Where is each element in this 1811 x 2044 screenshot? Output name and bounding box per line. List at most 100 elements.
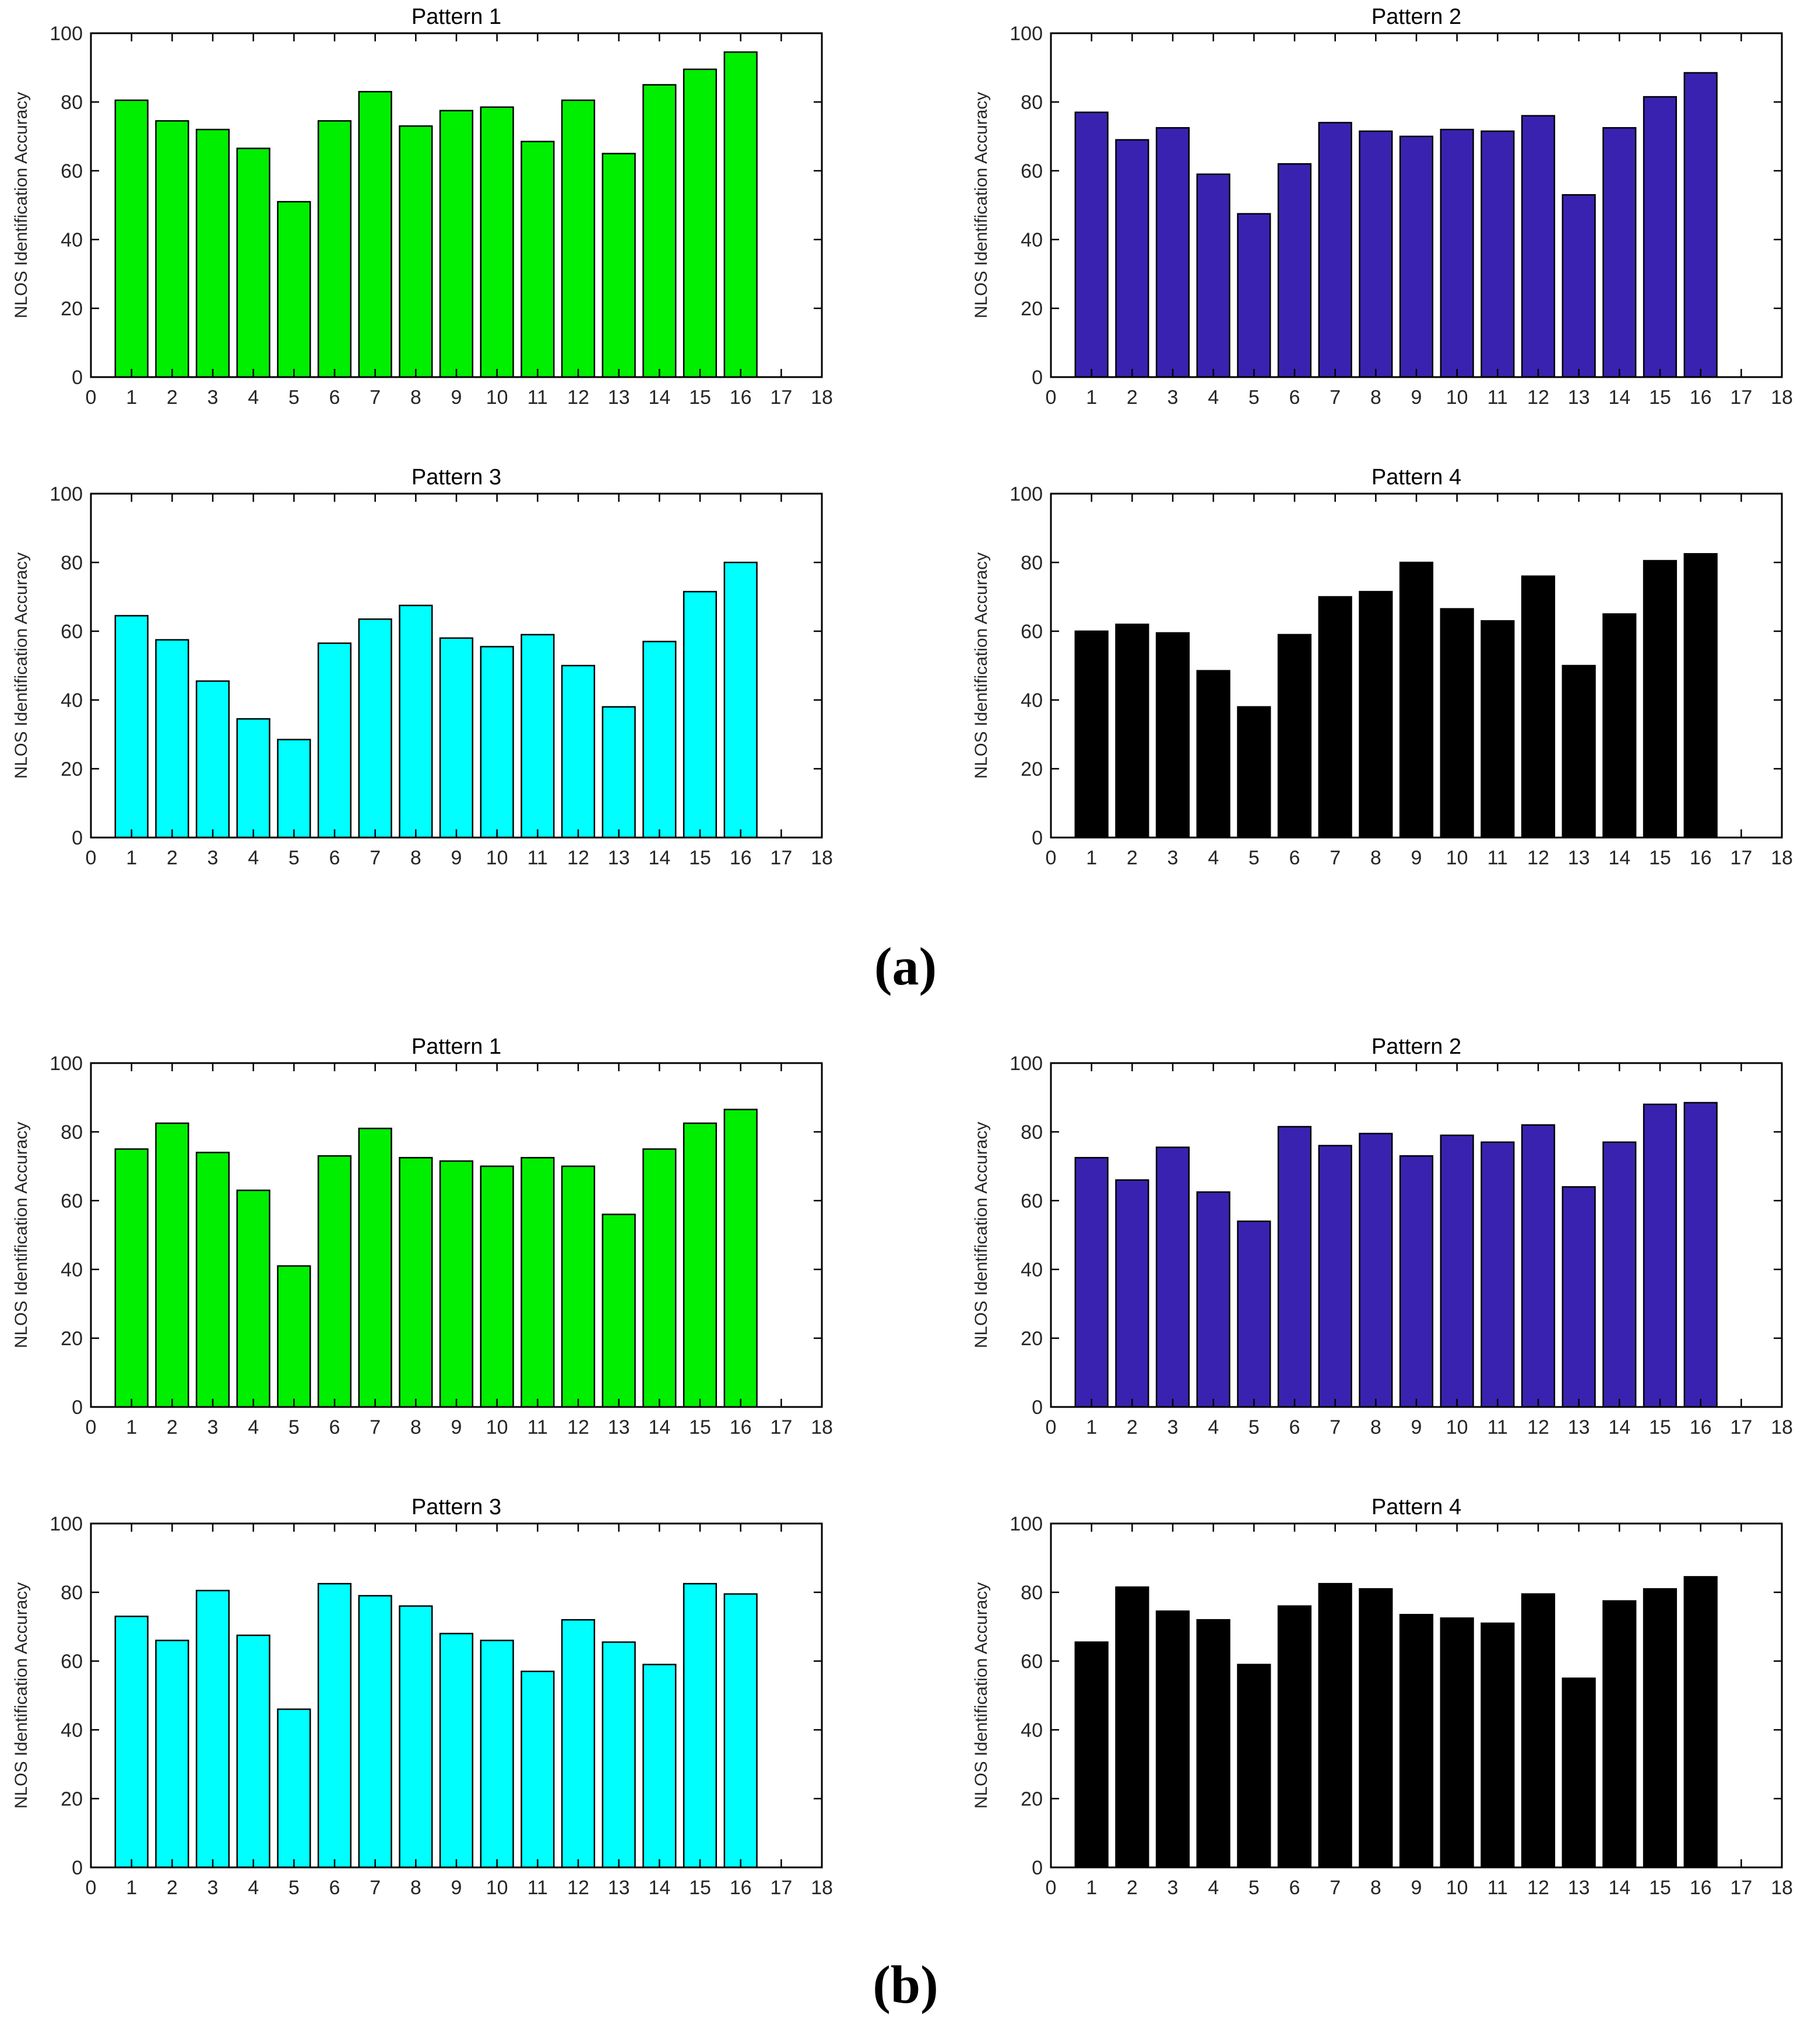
bar [1277,1125,1312,1408]
x-tick-label: 6 [329,847,340,869]
x-tick-label: 0 [86,1416,97,1438]
x-tick-label: 7 [1330,1416,1341,1438]
x-tick-label: 2 [1127,386,1138,409]
x-tick-label: 11 [1488,847,1508,869]
bar [723,51,758,378]
x-tick-label: 5 [1249,1877,1260,1899]
bar [195,128,230,378]
x-tick-label: 14 [1608,1416,1630,1438]
x-tick-label: 14 [1608,386,1630,409]
bar [642,1148,677,1408]
bar [1643,1103,1678,1408]
x-tick-label: 5 [289,1416,300,1438]
x-tick-label: 3 [1168,386,1179,409]
bar [683,1582,718,1869]
x-tick-label: 15 [1649,1877,1671,1899]
x-tick-label: 9 [1411,1877,1422,1899]
y-tick-label: 100 [50,1513,83,1535]
bar [114,1616,149,1869]
x-tick-label: 14 [1608,1877,1630,1899]
x-tick-label: 15 [689,386,711,409]
x-tick-label: 8 [1370,386,1381,409]
x-tick-label: 16 [1690,847,1712,869]
bar [723,561,758,839]
y-tick-label: 60 [1021,1651,1043,1673]
x-tick-label: 8 [1370,1877,1381,1899]
x-tick-label: 13 [608,1877,630,1899]
bar [1683,1102,1718,1408]
bar [399,604,433,839]
bar [155,1122,189,1408]
bar [561,99,596,378]
bar [1155,1610,1190,1869]
bar [561,664,596,839]
bar [1683,553,1718,839]
y-tick-label: 100 [1010,483,1043,505]
bar [1359,1132,1393,1408]
x-tick-label: 7 [370,386,381,409]
bar [236,718,270,839]
x-tick-label: 8 [410,1416,421,1438]
x-tick-label: 13 [608,386,630,409]
x-tick-label: 12 [1527,847,1549,869]
bar [1237,706,1271,839]
bar [277,738,311,839]
x-tick-label: 18 [811,847,832,869]
bar [1562,194,1596,378]
x-tick-label: 10 [1446,1877,1468,1899]
bar [358,618,392,839]
y-tick-label: 40 [61,1259,83,1281]
x-tick-label: 13 [1568,847,1590,869]
bar [1683,72,1718,378]
x-tick-label: 2 [1127,1877,1138,1899]
bar [1440,608,1474,839]
bar [1155,127,1190,378]
x-tick-label: 3 [1168,1416,1179,1438]
y-tick-label: 20 [1021,1328,1043,1350]
x-tick-label: 9 [1411,386,1422,409]
bar-chart-b-pattern-1: Pattern 1 0 1 2 3 4 5 6 7 8 9 10 11 12 13 14 15 16 17 18 0 20… [5,1033,833,1467]
bar [1237,1663,1271,1869]
chart-title: Pattern 1 [412,5,501,29]
bar [1359,1588,1393,1869]
x-tick-label: 1 [1086,1416,1097,1438]
x-tick-label: 12 [1527,1877,1549,1899]
x-tick-label: 8 [1370,1416,1381,1438]
y-tick-label: 40 [1021,689,1043,712]
y-tick-label: 60 [61,1190,83,1212]
bar [236,1190,270,1408]
x-tick-label: 12 [567,386,589,409]
y-tick-label: 40 [1021,1259,1043,1281]
y-tick-label: 60 [1021,1190,1043,1212]
bar [1196,173,1230,378]
bar [358,1595,392,1869]
x-tick-label: 0 [86,386,97,409]
x-tick-label: 13 [608,847,630,869]
y-tick-label: 0 [1032,1396,1043,1419]
chart-title: Pattern 4 [1372,465,1461,490]
x-tick-label: 0 [1046,1416,1057,1438]
y-tick-label: 0 [1032,367,1043,389]
bar [602,706,636,839]
bar [439,637,474,839]
bar [1155,1146,1190,1408]
x-tick-label: 18 [811,386,832,409]
x-tick-label: 2 [1127,1416,1138,1438]
x-tick-label: 17 [770,386,792,409]
bar [1277,163,1312,378]
x-tick-label: 11 [1488,386,1508,409]
bar [317,1155,352,1408]
x-tick-label: 15 [689,1416,711,1438]
bar [602,1213,636,1408]
x-tick-label: 8 [410,1877,421,1899]
x-tick-label: 6 [329,1416,340,1438]
chart-svg: Pattern 40 1 2 3 4 5 6 7 8 9 10 11 12 13 14 15 16 17 18020… [972,1495,1793,1899]
y-tick-label: 0 [72,827,83,849]
x-tick-label: 3 [208,847,219,869]
chart-title: Pattern 1 [412,1035,501,1059]
bar [683,590,718,839]
y-tick-label: 80 [61,1582,83,1604]
bar [480,1165,514,1408]
x-tick-label: 16 [1690,386,1712,409]
chart-title: Pattern 3 [412,1495,501,1519]
